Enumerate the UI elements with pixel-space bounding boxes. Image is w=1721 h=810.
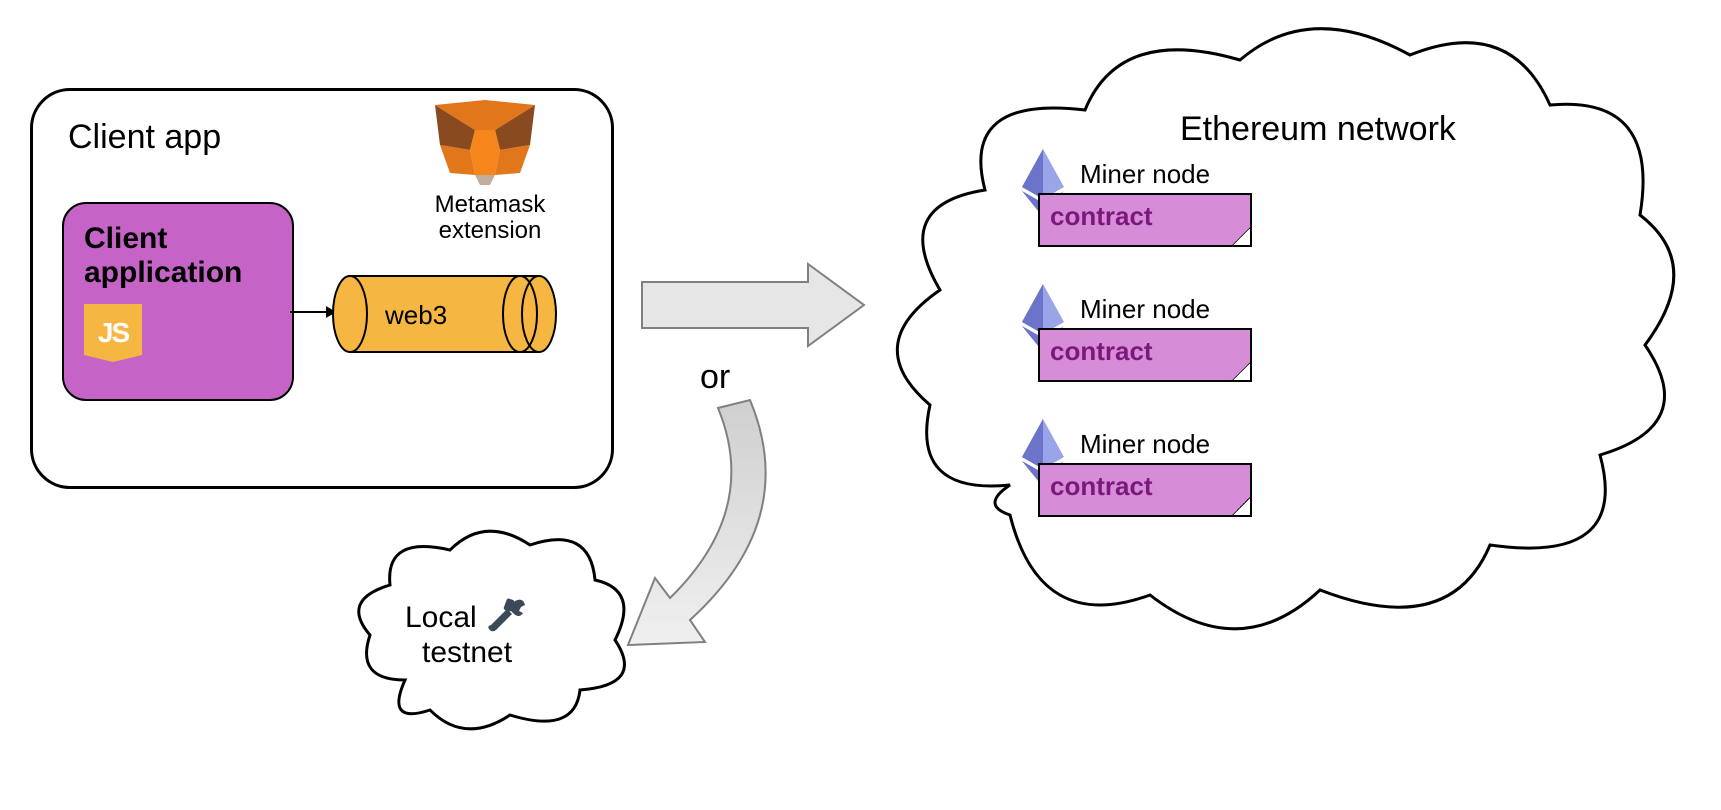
miner-node-label: Miner node — [1080, 159, 1210, 190]
metamask-line2: extension — [420, 218, 560, 244]
js-badge-text: JS — [98, 317, 128, 349]
miner-node-label: Miner node — [1080, 294, 1210, 325]
miner-node: Miner nodecontract — [1020, 425, 1320, 535]
client-app-title: Client app — [68, 118, 221, 157]
local-testnet-line1: Local — [405, 601, 477, 634]
ethereum-network-title: Ethereum network — [1180, 110, 1456, 149]
contract-box: contract — [1038, 328, 1252, 382]
local-testnet-label: Local testnet — [405, 595, 529, 670]
miner-node: Miner nodecontract — [1020, 290, 1320, 400]
metamask-line1: Metamask — [420, 192, 560, 218]
js-badge-icon: JS — [84, 304, 142, 362]
miner-node-label: Miner node — [1080, 429, 1210, 460]
arrow-client-to-web3 — [288, 300, 338, 324]
arrow-to-ethereum-icon — [638, 258, 870, 352]
metamask-label: Metamask extension — [420, 192, 560, 245]
tools-icon — [485, 595, 529, 633]
web3-label: web3 — [385, 300, 447, 331]
metamask-icon — [430, 95, 540, 190]
client-application-box: Client application JS — [62, 202, 294, 401]
local-testnet-line2: testnet — [422, 636, 512, 669]
client-application-line2: application — [84, 256, 272, 290]
client-application-line1: Client — [84, 222, 272, 256]
miner-node: Miner nodecontract — [1020, 155, 1320, 265]
contract-box: contract — [1038, 463, 1252, 517]
contract-box: contract — [1038, 193, 1252, 247]
